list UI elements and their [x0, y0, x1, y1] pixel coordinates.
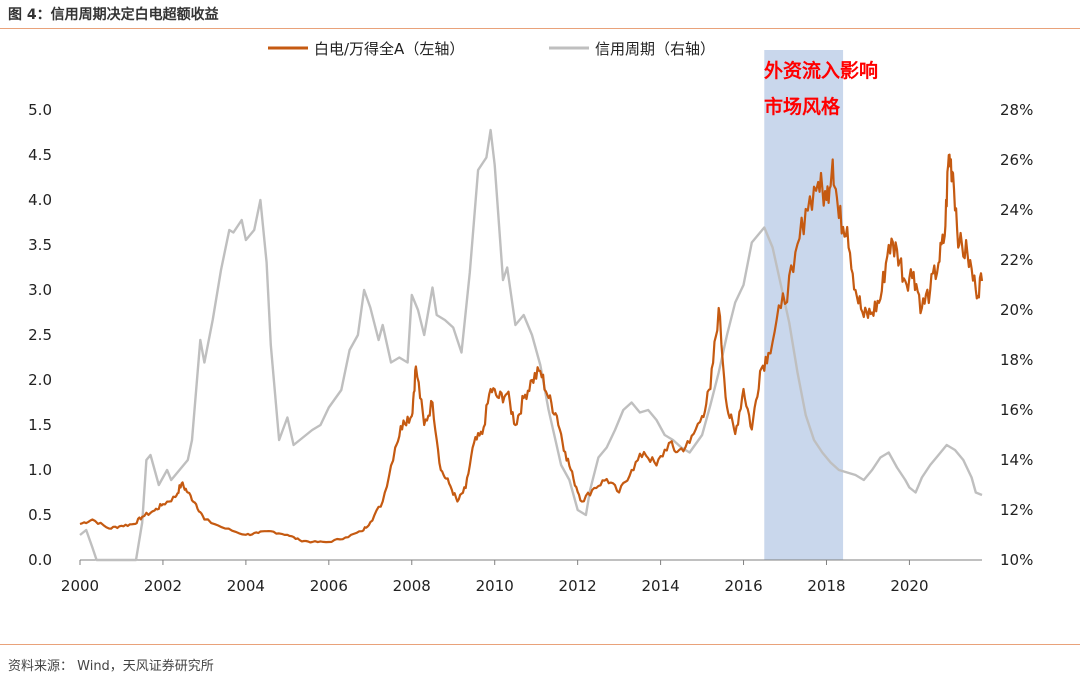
y-right-tick-label: 20%	[1000, 301, 1033, 319]
y-right-tick-label: 28%	[1000, 101, 1033, 119]
x-tick-label: 2008	[393, 577, 431, 595]
chart: 2000 2002 2004 2006 2008 2010 2012 2014 2016 2018…	[28, 40, 1033, 595]
y-right-tick-label: 26%	[1000, 151, 1033, 169]
y-right-tick-label: 12%	[1000, 501, 1033, 519]
x-tick-label: 2016	[724, 577, 762, 595]
figure-title: 图 4：信用周期决定白电超额收益	[8, 7, 219, 23]
shade-annotation-line1: 外资流入影响	[764, 59, 878, 82]
y-left-tick-label: 3.0	[28, 281, 52, 299]
x-tick-label: 2004	[227, 577, 265, 595]
legend-label-credit-cycle: 信用周期（右轴）	[595, 40, 715, 58]
y-right-tick-label: 24%	[1000, 201, 1033, 219]
x-tick-label: 2006	[310, 577, 348, 595]
x-tick-label: 2010	[476, 577, 514, 595]
bottom-rule	[0, 644, 1080, 645]
shade-annotation-line2: 市场风格	[764, 95, 841, 118]
x-tick-label: 2018	[807, 577, 845, 595]
legend-label-white-goods: 白电/万得全A（左轴）	[314, 40, 464, 58]
top-rule	[0, 28, 1080, 29]
y-right-tick-label: 22%	[1000, 251, 1033, 269]
x-tick-label: 2014	[642, 577, 680, 595]
y-left-tick-label: 1.0	[28, 461, 52, 479]
shaded-region-layer	[764, 50, 844, 560]
series-line-credit-cycle	[79, 128, 983, 562]
series-line-white-goods-relative	[79, 153, 984, 544]
y-left-tick-label: 2.5	[28, 326, 52, 344]
y-right-tick-label: 16%	[1000, 401, 1033, 419]
y-right-tick-label: 18%	[1000, 351, 1033, 369]
shaded-region	[764, 50, 844, 560]
y-left-tick-label: 5.0	[28, 101, 52, 119]
y-right-tick-label: 10%	[1000, 551, 1033, 569]
y-left-tick-label: 2.0	[28, 371, 52, 389]
y-left-tick-label: 3.5	[28, 236, 52, 254]
y-left-tick-label: 4.5	[28, 146, 52, 164]
y-left-tick-label: 4.0	[28, 191, 52, 209]
y-left-tick-label: 0.0	[28, 551, 52, 569]
x-tick-label: 2012	[559, 577, 597, 595]
x-tick-label: 2020	[890, 577, 928, 595]
x-tick-label: 2002	[144, 577, 182, 595]
y-right-tick-label: 14%	[1000, 451, 1033, 469]
series-layer	[79, 128, 984, 562]
y-left-tick-label: 1.5	[28, 416, 52, 434]
axis-layer: 2000 2002 2004 2006 2008 2010 2012 2014 2016 2018…	[28, 101, 1033, 595]
legend: 白电/万得全A（左轴） 信用周期（右轴）	[268, 40, 715, 58]
source-note: 资料来源： Wind，天风证券研究所	[8, 659, 214, 674]
x-tick-label: 2000	[61, 577, 99, 595]
y-left-tick-label: 0.5	[28, 506, 52, 524]
